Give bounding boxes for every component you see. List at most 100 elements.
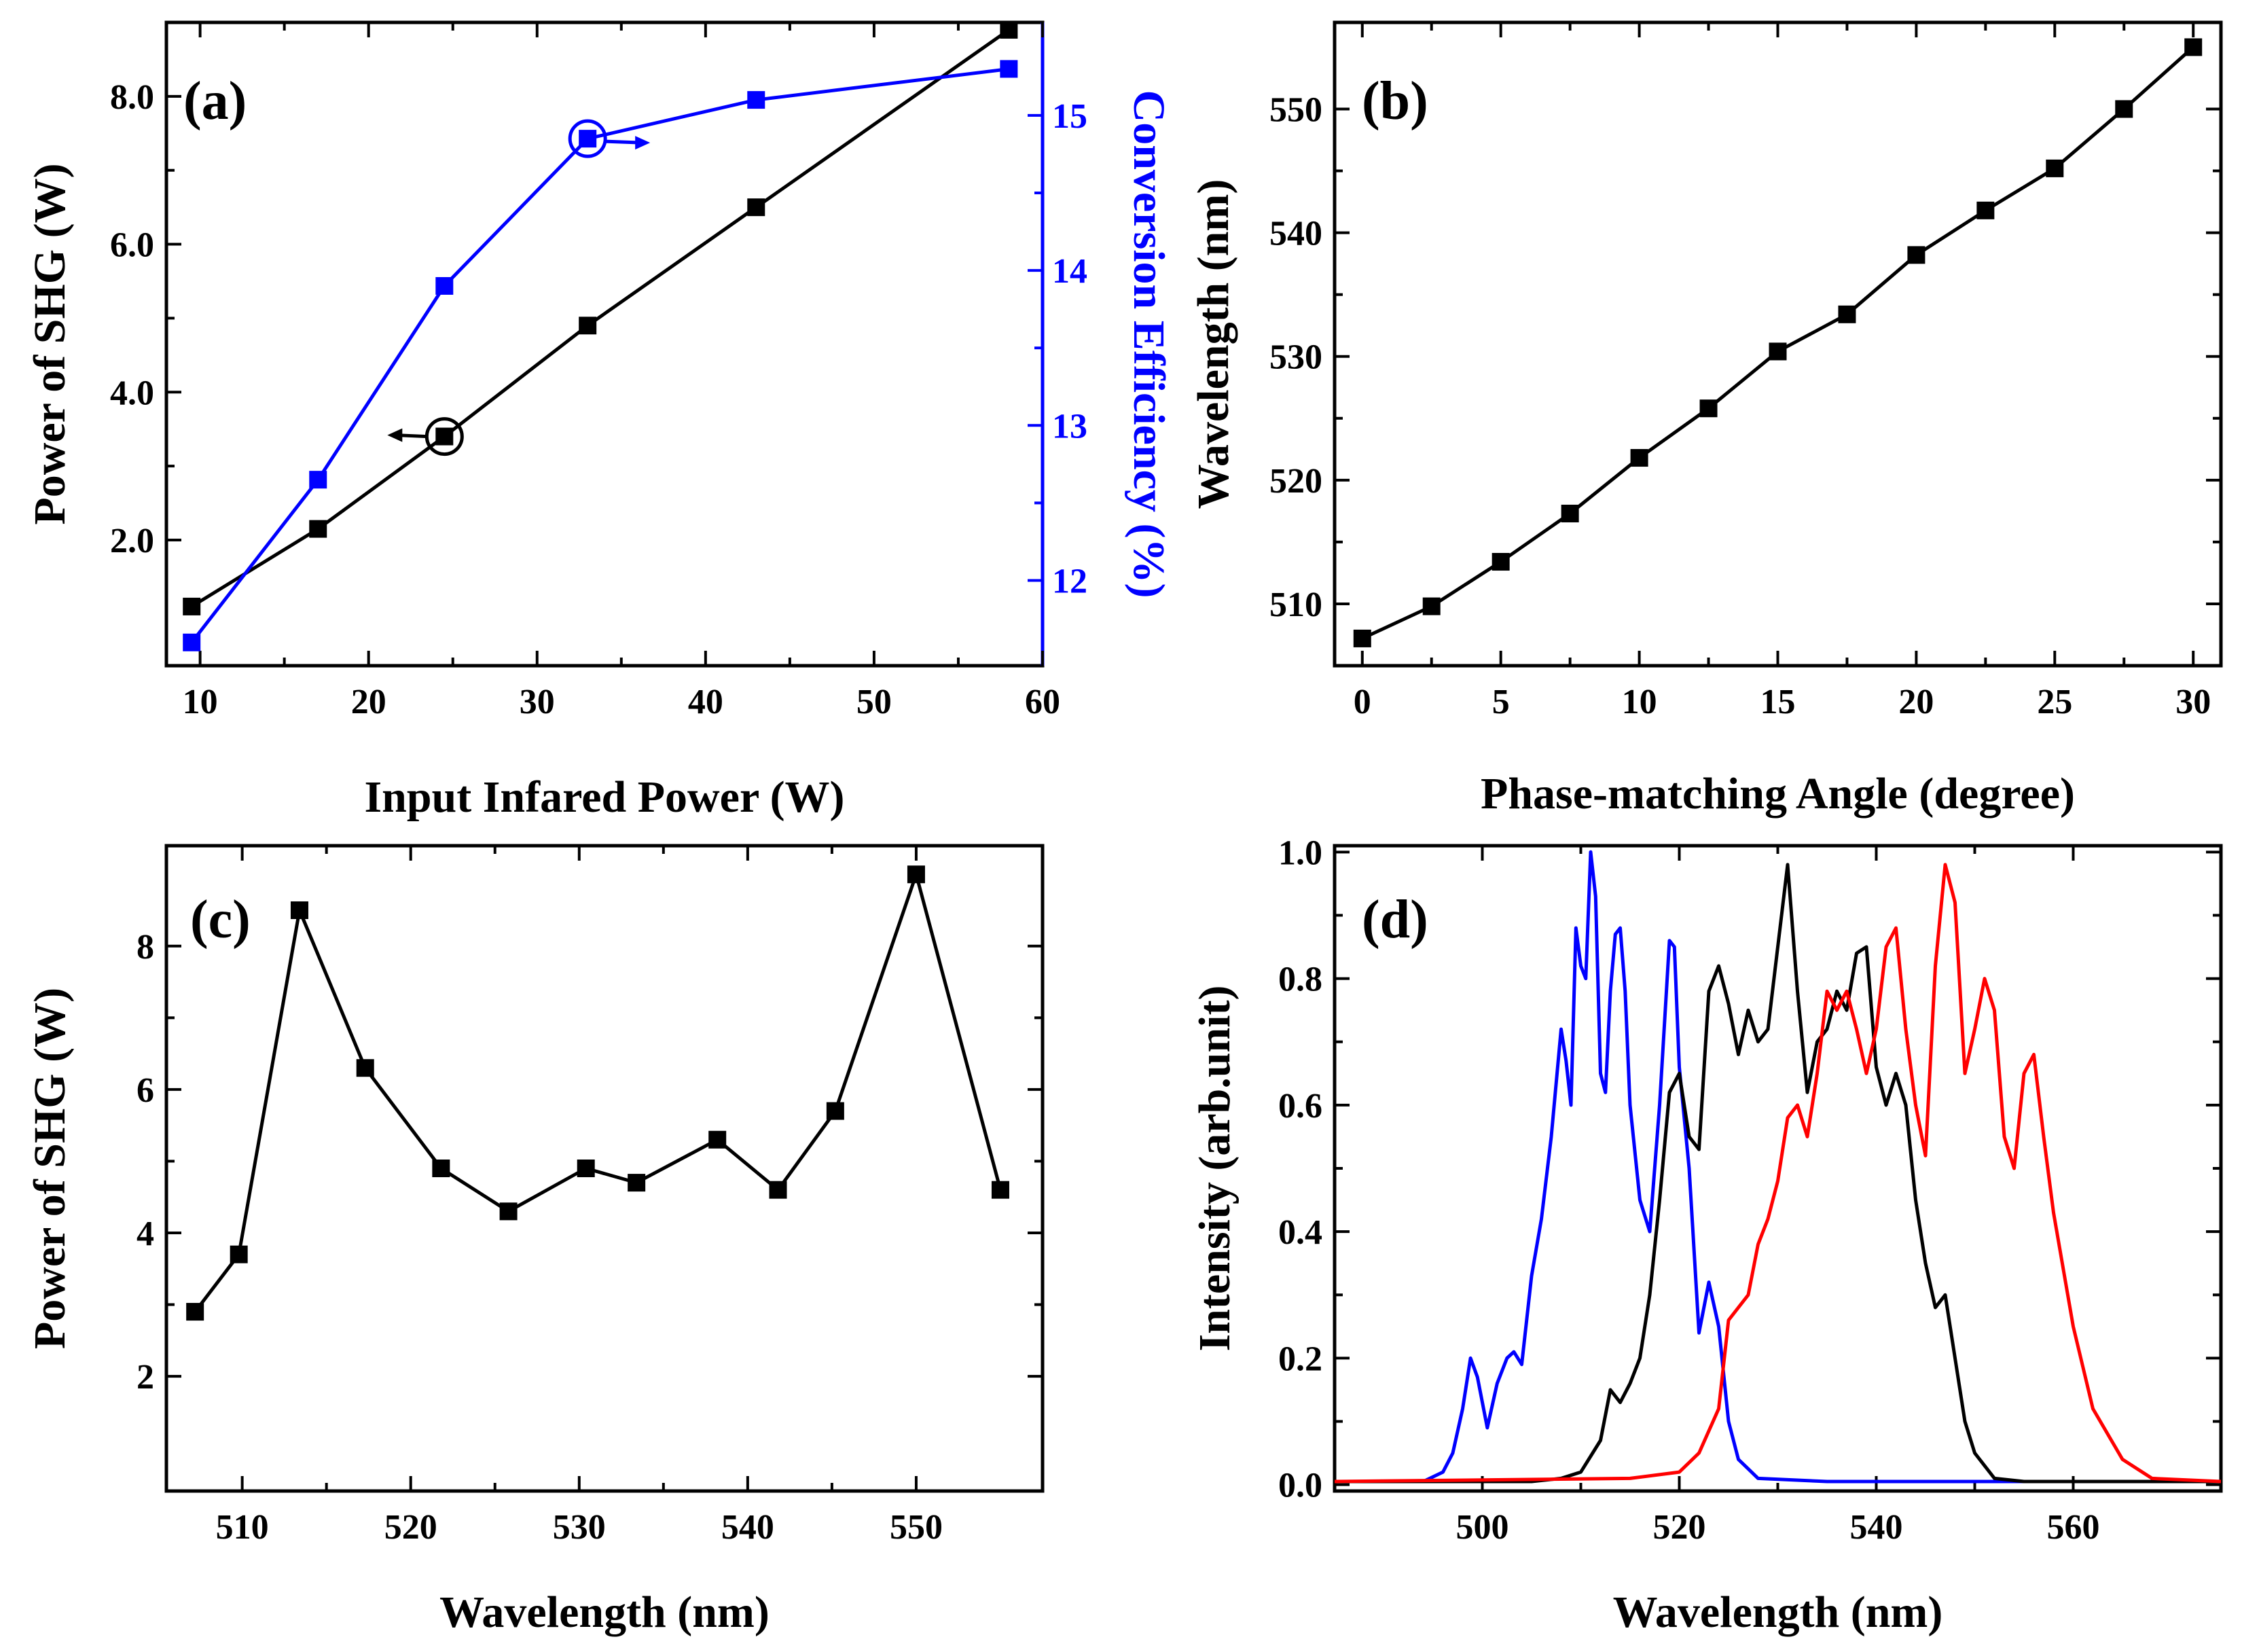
- data-point: [628, 1174, 646, 1192]
- panel-b: 0 5 10 15 20 25 30510520530540550Phase-matchin…: [1189, 20, 2223, 819]
- data-point: [435, 276, 454, 295]
- data-point: [1353, 629, 1371, 647]
- data-point: [1422, 597, 1441, 615]
- x-tick-label: 40: [688, 683, 723, 721]
- panel-label: (d): [1362, 890, 1428, 950]
- series-line: [194, 872, 1002, 1313]
- data-point: [2046, 159, 2064, 177]
- data-point: [579, 317, 597, 335]
- data-point: [183, 597, 201, 615]
- data-point: [769, 1181, 787, 1199]
- x-axis-label: Phase-matching Angle (degree): [1481, 769, 2075, 819]
- data-point: [435, 427, 454, 446]
- y-tick-label: 550: [1269, 90, 1322, 129]
- data-point: [1630, 449, 1648, 467]
- panel-d: 500 520 540 560 0.0 0.2 0.4 0.6 0.8 1.0 Wavelength…: [1190, 833, 2223, 1637]
- y-tick-label: 530: [1269, 338, 1322, 377]
- x-tick-label: 510: [216, 1508, 269, 1547]
- series-line: [1334, 863, 2222, 1484]
- annotation-arrow-head: [635, 136, 651, 150]
- x-tick-label: 15: [1760, 683, 1796, 721]
- data-point: [1699, 399, 1718, 418]
- y-tick-label: 520: [1269, 462, 1322, 501]
- panel-c: 510 520 530 540 550 2 4 6 8 Wavelength (nm) Power …: [25, 844, 1045, 1637]
- y2-tick-label: 14: [1052, 252, 1087, 291]
- x-tick-label: 30: [520, 683, 555, 721]
- y-axis-label: Power of SHG (W): [25, 988, 75, 1349]
- data-point: [356, 1059, 374, 1077]
- x-tick-label: 50: [856, 683, 892, 721]
- data-point: [708, 1130, 727, 1149]
- data-point: [747, 91, 765, 109]
- x-tick-label: 530: [553, 1508, 606, 1547]
- x-tick-label: 10: [183, 683, 218, 721]
- x-tick-label: 500: [1456, 1508, 1509, 1547]
- y2-tick-label: 12: [1052, 562, 1087, 600]
- y-tick-label: 0.0: [1278, 1467, 1322, 1505]
- x-tick-label: 60: [1025, 683, 1060, 721]
- y-tick-label: 2.0: [110, 522, 154, 560]
- data-point: [991, 1181, 1009, 1199]
- data-point: [499, 1202, 518, 1221]
- x-tick-label: 20: [351, 683, 386, 721]
- x-axis-label: Wavelength (nm): [1613, 1587, 1943, 1637]
- annotation-circle: [568, 119, 607, 158]
- y-tick-label: 0.2: [1278, 1340, 1322, 1378]
- data-point: [186, 1303, 204, 1321]
- data-point: [290, 901, 308, 919]
- data-point: [309, 471, 327, 489]
- data-point: [1491, 553, 1510, 571]
- data-point: [1561, 504, 1579, 522]
- y-axis-label: Intensity (arb.unit): [1190, 985, 1240, 1351]
- plot-frame: [164, 20, 1045, 668]
- y-tick-label: 0.6: [1278, 1087, 1322, 1126]
- y-tick-label: 4: [137, 1215, 154, 1253]
- x-axis-label: Wavelength (nm): [439, 1587, 770, 1637]
- data-point: [577, 1160, 595, 1177]
- data-point: [1000, 60, 1018, 78]
- data-point: [1907, 246, 1925, 264]
- data-point: [2115, 100, 2133, 118]
- y-tick-label: 2: [137, 1358, 154, 1397]
- series-line: [190, 67, 1009, 644]
- y-tick-label: 6.0: [110, 226, 154, 265]
- data-point: [747, 198, 765, 217]
- panel-a: 10 20 30 40 50 60 2.0 4.0 6.0 8.0 12 13 14 15 Conversi…: [25, 20, 1174, 822]
- data-point: [1000, 20, 1018, 39]
- y-tick-label: 8: [137, 928, 154, 967]
- x-tick-label: 20: [1898, 683, 1934, 721]
- panel-label: (a): [183, 71, 247, 131]
- x-tick-label: 520: [384, 1508, 437, 1547]
- x-axis-label: Input Infared Power (W): [364, 772, 844, 822]
- data-point: [309, 520, 327, 538]
- x-tick-label: 550: [890, 1508, 943, 1547]
- y2-tick-label: 13: [1052, 407, 1087, 446]
- series-line: [190, 28, 1010, 609]
- y2-tick-label: 15: [1052, 97, 1087, 136]
- x-tick-label: 0: [1354, 683, 1371, 721]
- data-point: [1976, 201, 1995, 219]
- panel-label: (b): [1362, 71, 1428, 131]
- annotation-arrow-head: [387, 428, 403, 442]
- y-axis-label: Wavelength (nm): [1189, 179, 1238, 509]
- data-point: [230, 1245, 248, 1263]
- x-tick-label: 10: [1622, 683, 1657, 721]
- y-axis-label: Power of SHG (W): [25, 163, 75, 524]
- x-tick-label: 5: [1492, 683, 1510, 721]
- data-point: [907, 865, 925, 884]
- series-line: [1335, 850, 2221, 1484]
- x-tick-label: 540: [1850, 1508, 1903, 1547]
- y-tick-label: 1.0: [1278, 833, 1322, 872]
- data-point: [432, 1160, 450, 1177]
- data-point: [1769, 342, 1787, 361]
- y-tick-label: 6: [137, 1071, 154, 1110]
- series-line: [1335, 863, 2221, 1484]
- data-point: [1838, 305, 1856, 323]
- data-point: [2184, 38, 2203, 56]
- plot-frame: [164, 844, 1045, 1493]
- data-point: [183, 633, 201, 651]
- y-tick-label: 8.0: [110, 78, 154, 117]
- y-tick-label: 0.8: [1278, 960, 1322, 999]
- x-tick-label: 30: [2175, 683, 2211, 721]
